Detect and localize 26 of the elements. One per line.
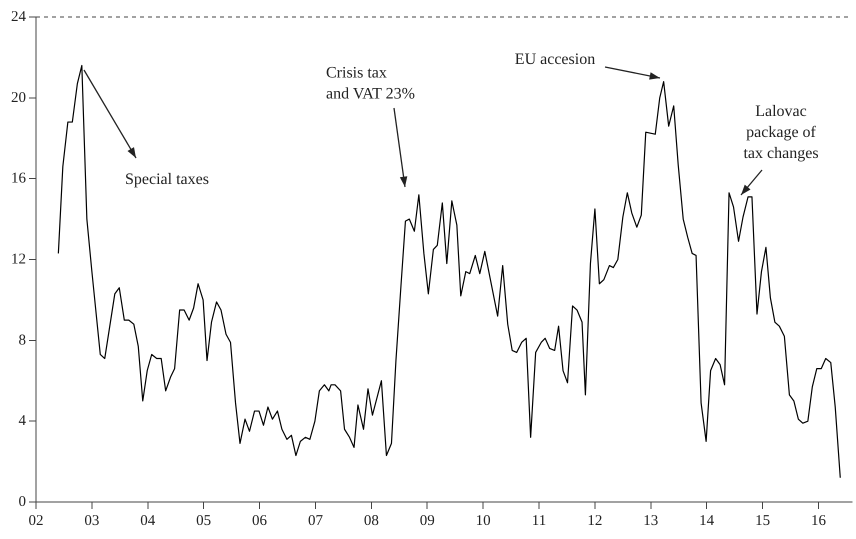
x-tick-label: 02 — [28, 512, 44, 529]
x-tick-label: 16 — [810, 512, 826, 529]
x-tick-label: 12 — [587, 512, 602, 529]
x-tick-label: 14 — [699, 512, 715, 529]
x-tick-label: 03 — [84, 512, 100, 529]
x-tick-label: 15 — [755, 512, 770, 529]
y-tick-label: 8 — [18, 332, 26, 348]
x-tick-label: 04 — [140, 512, 156, 529]
x-tick-label: 10 — [476, 512, 491, 529]
x-tick-label: 08 — [364, 512, 379, 529]
x-tick-label: 07 — [308, 512, 324, 529]
annotation: Special taxes — [125, 171, 209, 188]
y-tick-label: 16 — [11, 170, 26, 187]
annotation: Crisis tax and VAT 23% — [326, 64, 415, 103]
y-tick-label: 0 — [18, 494, 26, 510]
y-tick-label: 24 — [11, 8, 26, 25]
x-tick-label: 09 — [420, 512, 435, 529]
annotation: EU accesion — [514, 51, 596, 68]
annotation: Lalovac package of tax changes — [743, 103, 819, 162]
x-tick-label: 13 — [643, 512, 658, 529]
x-tick-label: 06 — [252, 512, 268, 529]
x-tick-label: 05 — [196, 512, 212, 529]
y-tick-label: 4 — [18, 413, 26, 430]
x-tick-label: 11 — [532, 512, 546, 529]
y-tick-label: 20 — [11, 90, 26, 106]
y-tick-label: 12 — [11, 251, 26, 268]
